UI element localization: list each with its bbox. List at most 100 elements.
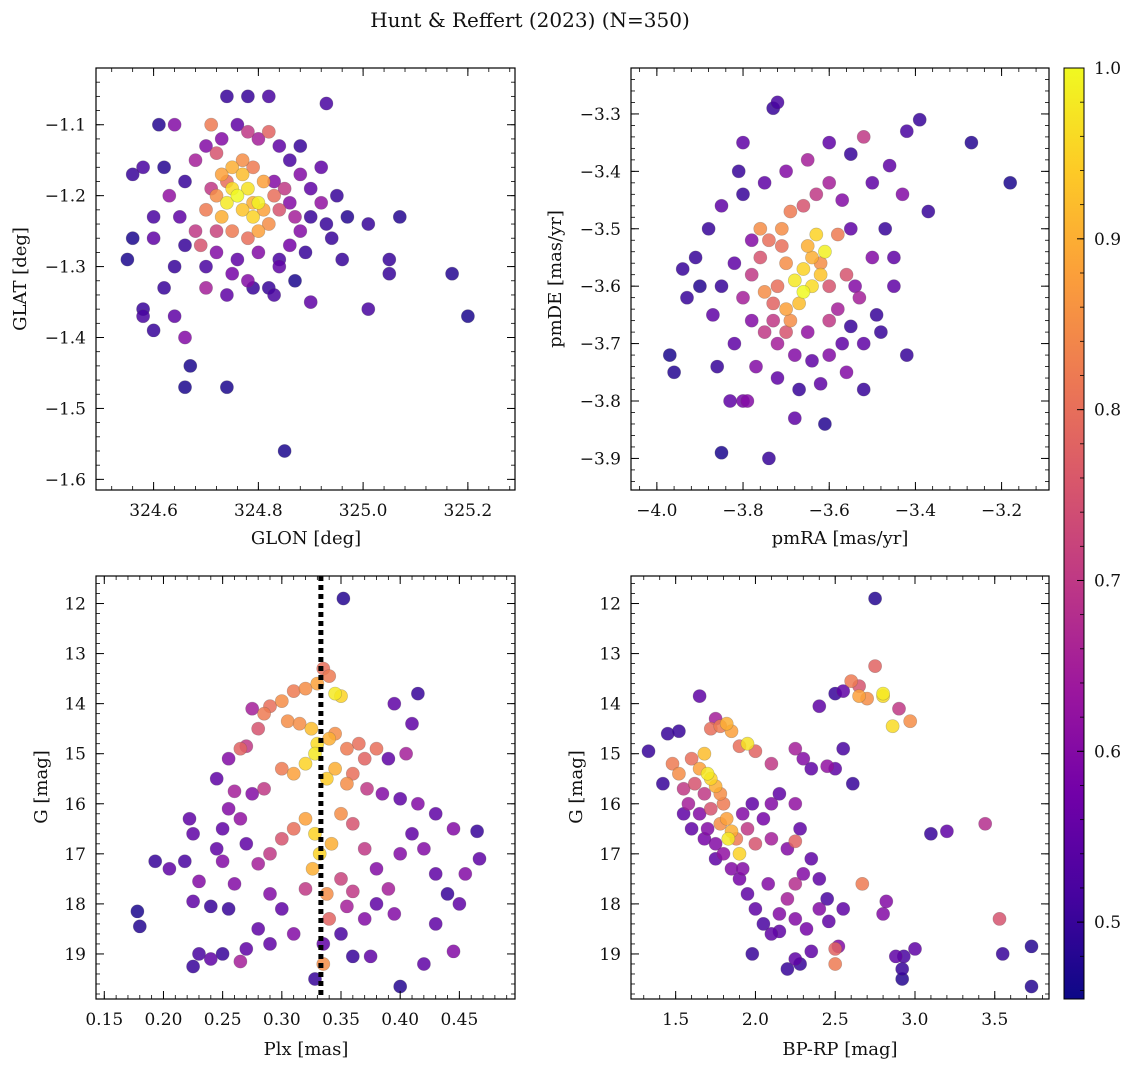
- y-tick-label: −3.3: [580, 105, 621, 125]
- data-point: [995, 947, 1010, 961]
- data-point: [246, 209, 260, 224]
- data-point: [714, 198, 729, 213]
- x-tick-label: 0.35: [322, 1010, 360, 1030]
- data-point: [793, 821, 807, 836]
- data-point: [472, 851, 487, 866]
- scatter-series: [130, 591, 487, 994]
- data-point: [899, 124, 914, 139]
- data-point: [209, 146, 224, 160]
- data-point: [828, 957, 843, 971]
- data-point: [240, 181, 255, 196]
- data-point: [766, 313, 781, 328]
- x-tick-label: −3.8: [722, 501, 763, 521]
- data-point: [1024, 979, 1039, 994]
- data-point: [319, 217, 334, 231]
- data-point: [227, 877, 242, 891]
- data-point: [322, 669, 337, 683]
- data-point: [225, 224, 240, 238]
- data-point: [148, 854, 163, 869]
- data-point: [458, 867, 473, 881]
- data-point: [246, 160, 260, 175]
- colorbar-tick-label: 0.9: [1094, 230, 1121, 250]
- data-point: [812, 902, 827, 916]
- data-point: [774, 239, 789, 253]
- x-tick-label: 0.15: [85, 1010, 123, 1030]
- data-point: [183, 358, 198, 373]
- data-point: [314, 195, 329, 210]
- data-point: [303, 295, 318, 309]
- data-point: [822, 135, 837, 150]
- colorbar-tick-label: 1.0: [1094, 59, 1121, 79]
- data-point: [788, 912, 803, 926]
- data-point: [186, 959, 200, 974]
- data-point: [749, 359, 763, 374]
- data-point: [381, 751, 396, 766]
- colorbar-tick-label: 0.5: [1094, 913, 1121, 933]
- data-point: [146, 209, 161, 224]
- data-point: [1024, 939, 1039, 954]
- data-point: [203, 952, 218, 966]
- data-point: [339, 776, 354, 791]
- data-point: [382, 252, 397, 267]
- data-point: [230, 252, 245, 267]
- data-point: [204, 117, 219, 132]
- x-tick-label: −3.6: [809, 501, 850, 521]
- data-point: [762, 233, 776, 248]
- data-point: [219, 89, 234, 104]
- plot-frame: [630, 67, 1050, 491]
- colorbar: 0.5 0.6 0.7 0.8 0.9 1.0: [1063, 59, 1121, 1000]
- x-tick-label: 0.30: [263, 1010, 301, 1030]
- data-point: [721, 831, 736, 846]
- data-point: [303, 209, 318, 224]
- data-point: [796, 284, 811, 299]
- x-axis-label: GLON [deg]: [251, 528, 361, 549]
- data-point: [214, 209, 229, 224]
- y-tick-label: 13: [64, 645, 86, 665]
- data-point: [908, 942, 922, 956]
- data-point: [215, 947, 230, 961]
- data-point: [869, 307, 884, 322]
- data-point: [125, 167, 140, 182]
- data-point: [235, 153, 250, 168]
- data-point: [762, 451, 776, 466]
- data-point: [660, 726, 675, 741]
- y-axis-label: G [mag]: [566, 750, 587, 823]
- data-point: [416, 957, 431, 971]
- data-point: [822, 175, 837, 190]
- data-point: [274, 902, 289, 916]
- y-tick-label: 19: [64, 945, 86, 965]
- data-point: [209, 771, 224, 786]
- data-point: [416, 841, 431, 856]
- data-point: [830, 227, 845, 242]
- data-point: [193, 238, 208, 253]
- data-point: [836, 902, 851, 916]
- data-point: [667, 365, 681, 380]
- data-point: [446, 944, 461, 959]
- data-point: [796, 867, 811, 881]
- data-point: [796, 751, 811, 766]
- x-tick-label: 0.20: [145, 1010, 183, 1030]
- data-point: [186, 894, 200, 909]
- data-point: [393, 846, 408, 861]
- data-point: [470, 824, 484, 839]
- x-tick-label: −3.2: [981, 501, 1022, 521]
- data-point: [199, 139, 213, 153]
- data-point: [393, 791, 408, 806]
- data-point: [732, 846, 747, 861]
- data-point: [868, 659, 882, 673]
- data-point: [298, 756, 313, 771]
- data-point: [892, 701, 906, 716]
- data-point: [345, 949, 360, 964]
- data-point: [940, 824, 954, 839]
- data-point: [162, 861, 177, 876]
- data-point: [855, 877, 870, 891]
- data-point: [288, 209, 302, 224]
- data-point: [779, 164, 793, 179]
- data-point: [783, 204, 798, 219]
- data-point: [672, 766, 686, 781]
- data-point: [334, 806, 348, 821]
- data-point: [992, 912, 1007, 926]
- data-point: [822, 279, 837, 294]
- data-point: [828, 942, 843, 956]
- data-point: [267, 288, 281, 302]
